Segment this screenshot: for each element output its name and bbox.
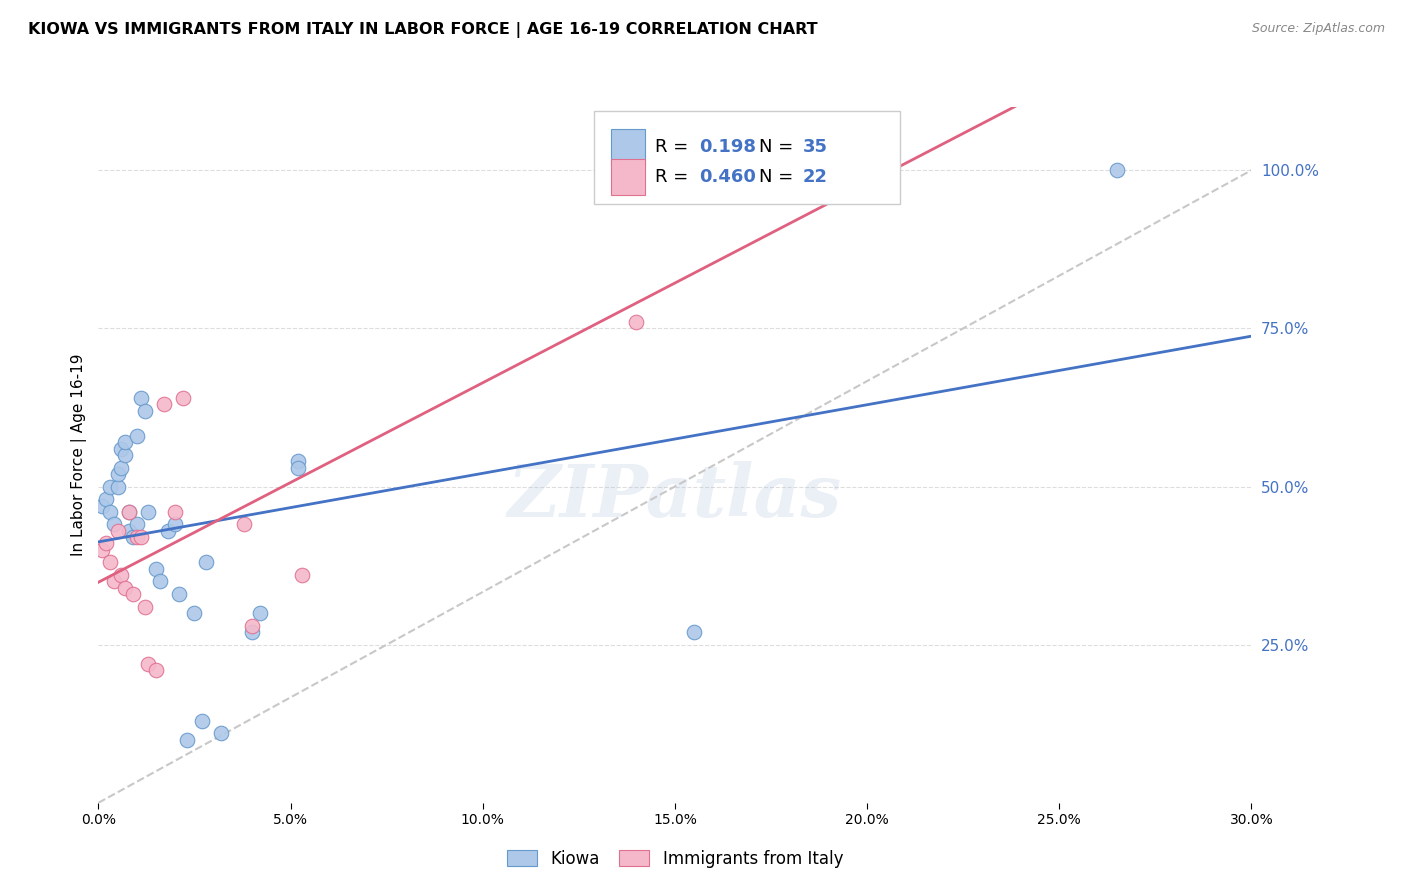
Text: KIOWA VS IMMIGRANTS FROM ITALY IN LABOR FORCE | AGE 16-19 CORRELATION CHART: KIOWA VS IMMIGRANTS FROM ITALY IN LABOR … bbox=[28, 22, 818, 38]
Point bbox=[287, 460, 309, 475]
Legend: Kiowa, Immigrants from Italy: Kiowa, Immigrants from Italy bbox=[501, 843, 849, 874]
Point bbox=[110, 442, 132, 456]
Point bbox=[129, 391, 152, 405]
Point bbox=[129, 530, 152, 544]
Point bbox=[125, 429, 148, 443]
Point bbox=[107, 479, 129, 493]
Point bbox=[91, 542, 114, 557]
Text: N =: N = bbox=[759, 138, 799, 156]
Point bbox=[195, 556, 218, 570]
Point bbox=[114, 581, 136, 595]
Point bbox=[134, 403, 156, 417]
Point bbox=[240, 618, 263, 632]
Point bbox=[233, 517, 256, 532]
Text: Source: ZipAtlas.com: Source: ZipAtlas.com bbox=[1251, 22, 1385, 36]
Point bbox=[134, 599, 156, 614]
Point bbox=[1105, 163, 1128, 178]
Point bbox=[249, 606, 271, 620]
Text: ZIPatlas: ZIPatlas bbox=[508, 461, 842, 533]
Point bbox=[114, 435, 136, 450]
Point bbox=[110, 460, 132, 475]
Point bbox=[287, 454, 309, 468]
Point bbox=[94, 492, 117, 507]
Point bbox=[176, 732, 198, 747]
Point bbox=[122, 587, 145, 601]
Point bbox=[118, 505, 141, 519]
Point bbox=[122, 530, 145, 544]
Point bbox=[145, 663, 167, 677]
Point bbox=[145, 562, 167, 576]
Text: 0.460: 0.460 bbox=[699, 169, 756, 186]
Point bbox=[103, 574, 125, 589]
Point bbox=[183, 606, 205, 620]
Text: R =: R = bbox=[655, 138, 695, 156]
Text: 0.198: 0.198 bbox=[699, 138, 756, 156]
Point bbox=[626, 315, 648, 329]
Point bbox=[91, 499, 114, 513]
Point bbox=[156, 524, 179, 538]
Point bbox=[125, 530, 148, 544]
Point bbox=[138, 505, 160, 519]
Text: 35: 35 bbox=[803, 138, 828, 156]
Point bbox=[172, 391, 194, 405]
Point bbox=[94, 536, 117, 550]
Point bbox=[98, 479, 121, 493]
Point bbox=[191, 714, 214, 728]
Point bbox=[110, 568, 132, 582]
Point bbox=[118, 505, 141, 519]
Point bbox=[209, 726, 232, 740]
Point bbox=[118, 524, 141, 538]
Text: R =: R = bbox=[655, 169, 695, 186]
Point bbox=[165, 505, 187, 519]
Point bbox=[240, 625, 263, 640]
Text: N =: N = bbox=[759, 169, 799, 186]
FancyBboxPatch shape bbox=[612, 129, 645, 166]
Point bbox=[799, 151, 821, 165]
FancyBboxPatch shape bbox=[595, 111, 900, 204]
FancyBboxPatch shape bbox=[612, 159, 645, 195]
Y-axis label: In Labor Force | Age 16-19: In Labor Force | Age 16-19 bbox=[72, 353, 87, 557]
Point bbox=[167, 587, 190, 601]
Point bbox=[138, 657, 160, 671]
Point bbox=[683, 625, 706, 640]
Point bbox=[152, 397, 174, 411]
Point bbox=[107, 467, 129, 481]
Point bbox=[107, 524, 129, 538]
Point bbox=[98, 505, 121, 519]
Point bbox=[149, 574, 172, 589]
Point bbox=[114, 448, 136, 462]
Point bbox=[125, 517, 148, 532]
Point bbox=[98, 556, 121, 570]
Text: 22: 22 bbox=[803, 169, 828, 186]
Point bbox=[291, 568, 314, 582]
Point bbox=[165, 517, 187, 532]
Point bbox=[103, 517, 125, 532]
